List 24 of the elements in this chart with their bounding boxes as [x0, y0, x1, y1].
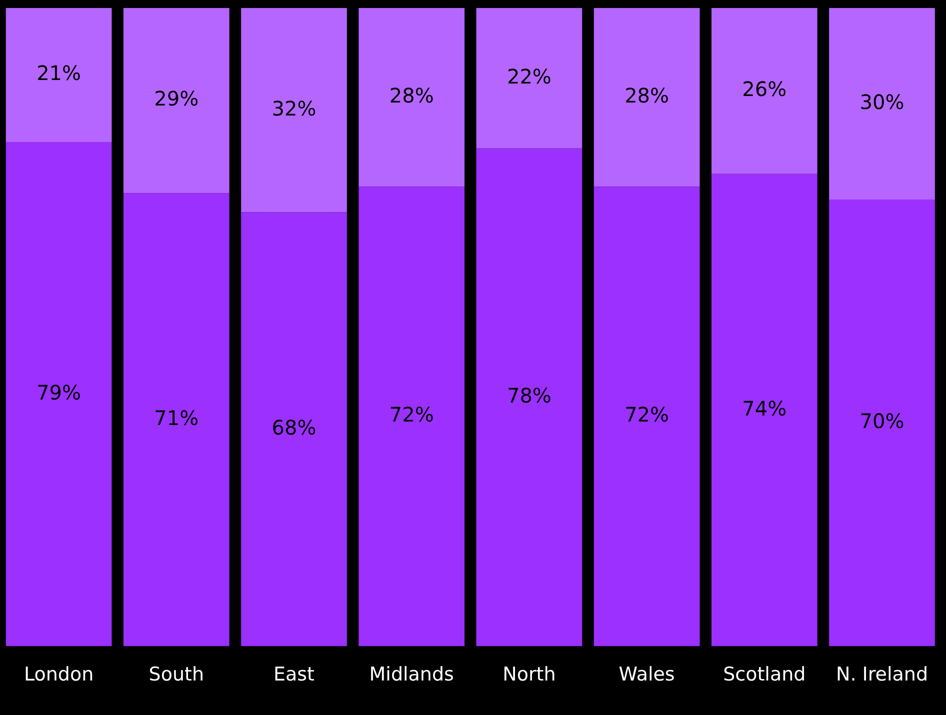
data-label: 72%: [389, 402, 434, 427]
data-label: 68%: [272, 415, 316, 440]
x-tick-label: N. Ireland: [836, 664, 928, 686]
data-label: 32%: [272, 96, 316, 120]
data-label: 72%: [624, 402, 670, 427]
data-label: 26%: [742, 77, 787, 102]
x-tick-label: East: [274, 664, 314, 686]
x-tick-label: London: [24, 664, 94, 686]
data-label: 74%: [742, 396, 787, 420]
data-label: 29%: [154, 86, 199, 111]
data-label: 79%: [36, 380, 82, 404]
data-label: 21%: [36, 61, 82, 86]
x-tick-label: North: [502, 664, 556, 686]
data-label: 28%: [389, 84, 434, 108]
data-label: 28%: [624, 84, 670, 108]
x-tick-label: South: [148, 664, 204, 686]
x-tick-label: Scotland: [723, 664, 806, 686]
x-tick-label: Midlands: [369, 664, 454, 686]
data-label: 70%: [860, 409, 904, 434]
x-tick-label: Wales: [618, 664, 675, 686]
data-label: 30%: [860, 90, 904, 114]
data-label: 22%: [506, 64, 552, 88]
data-label: 71%: [154, 406, 199, 430]
data-label: 78%: [506, 384, 552, 408]
